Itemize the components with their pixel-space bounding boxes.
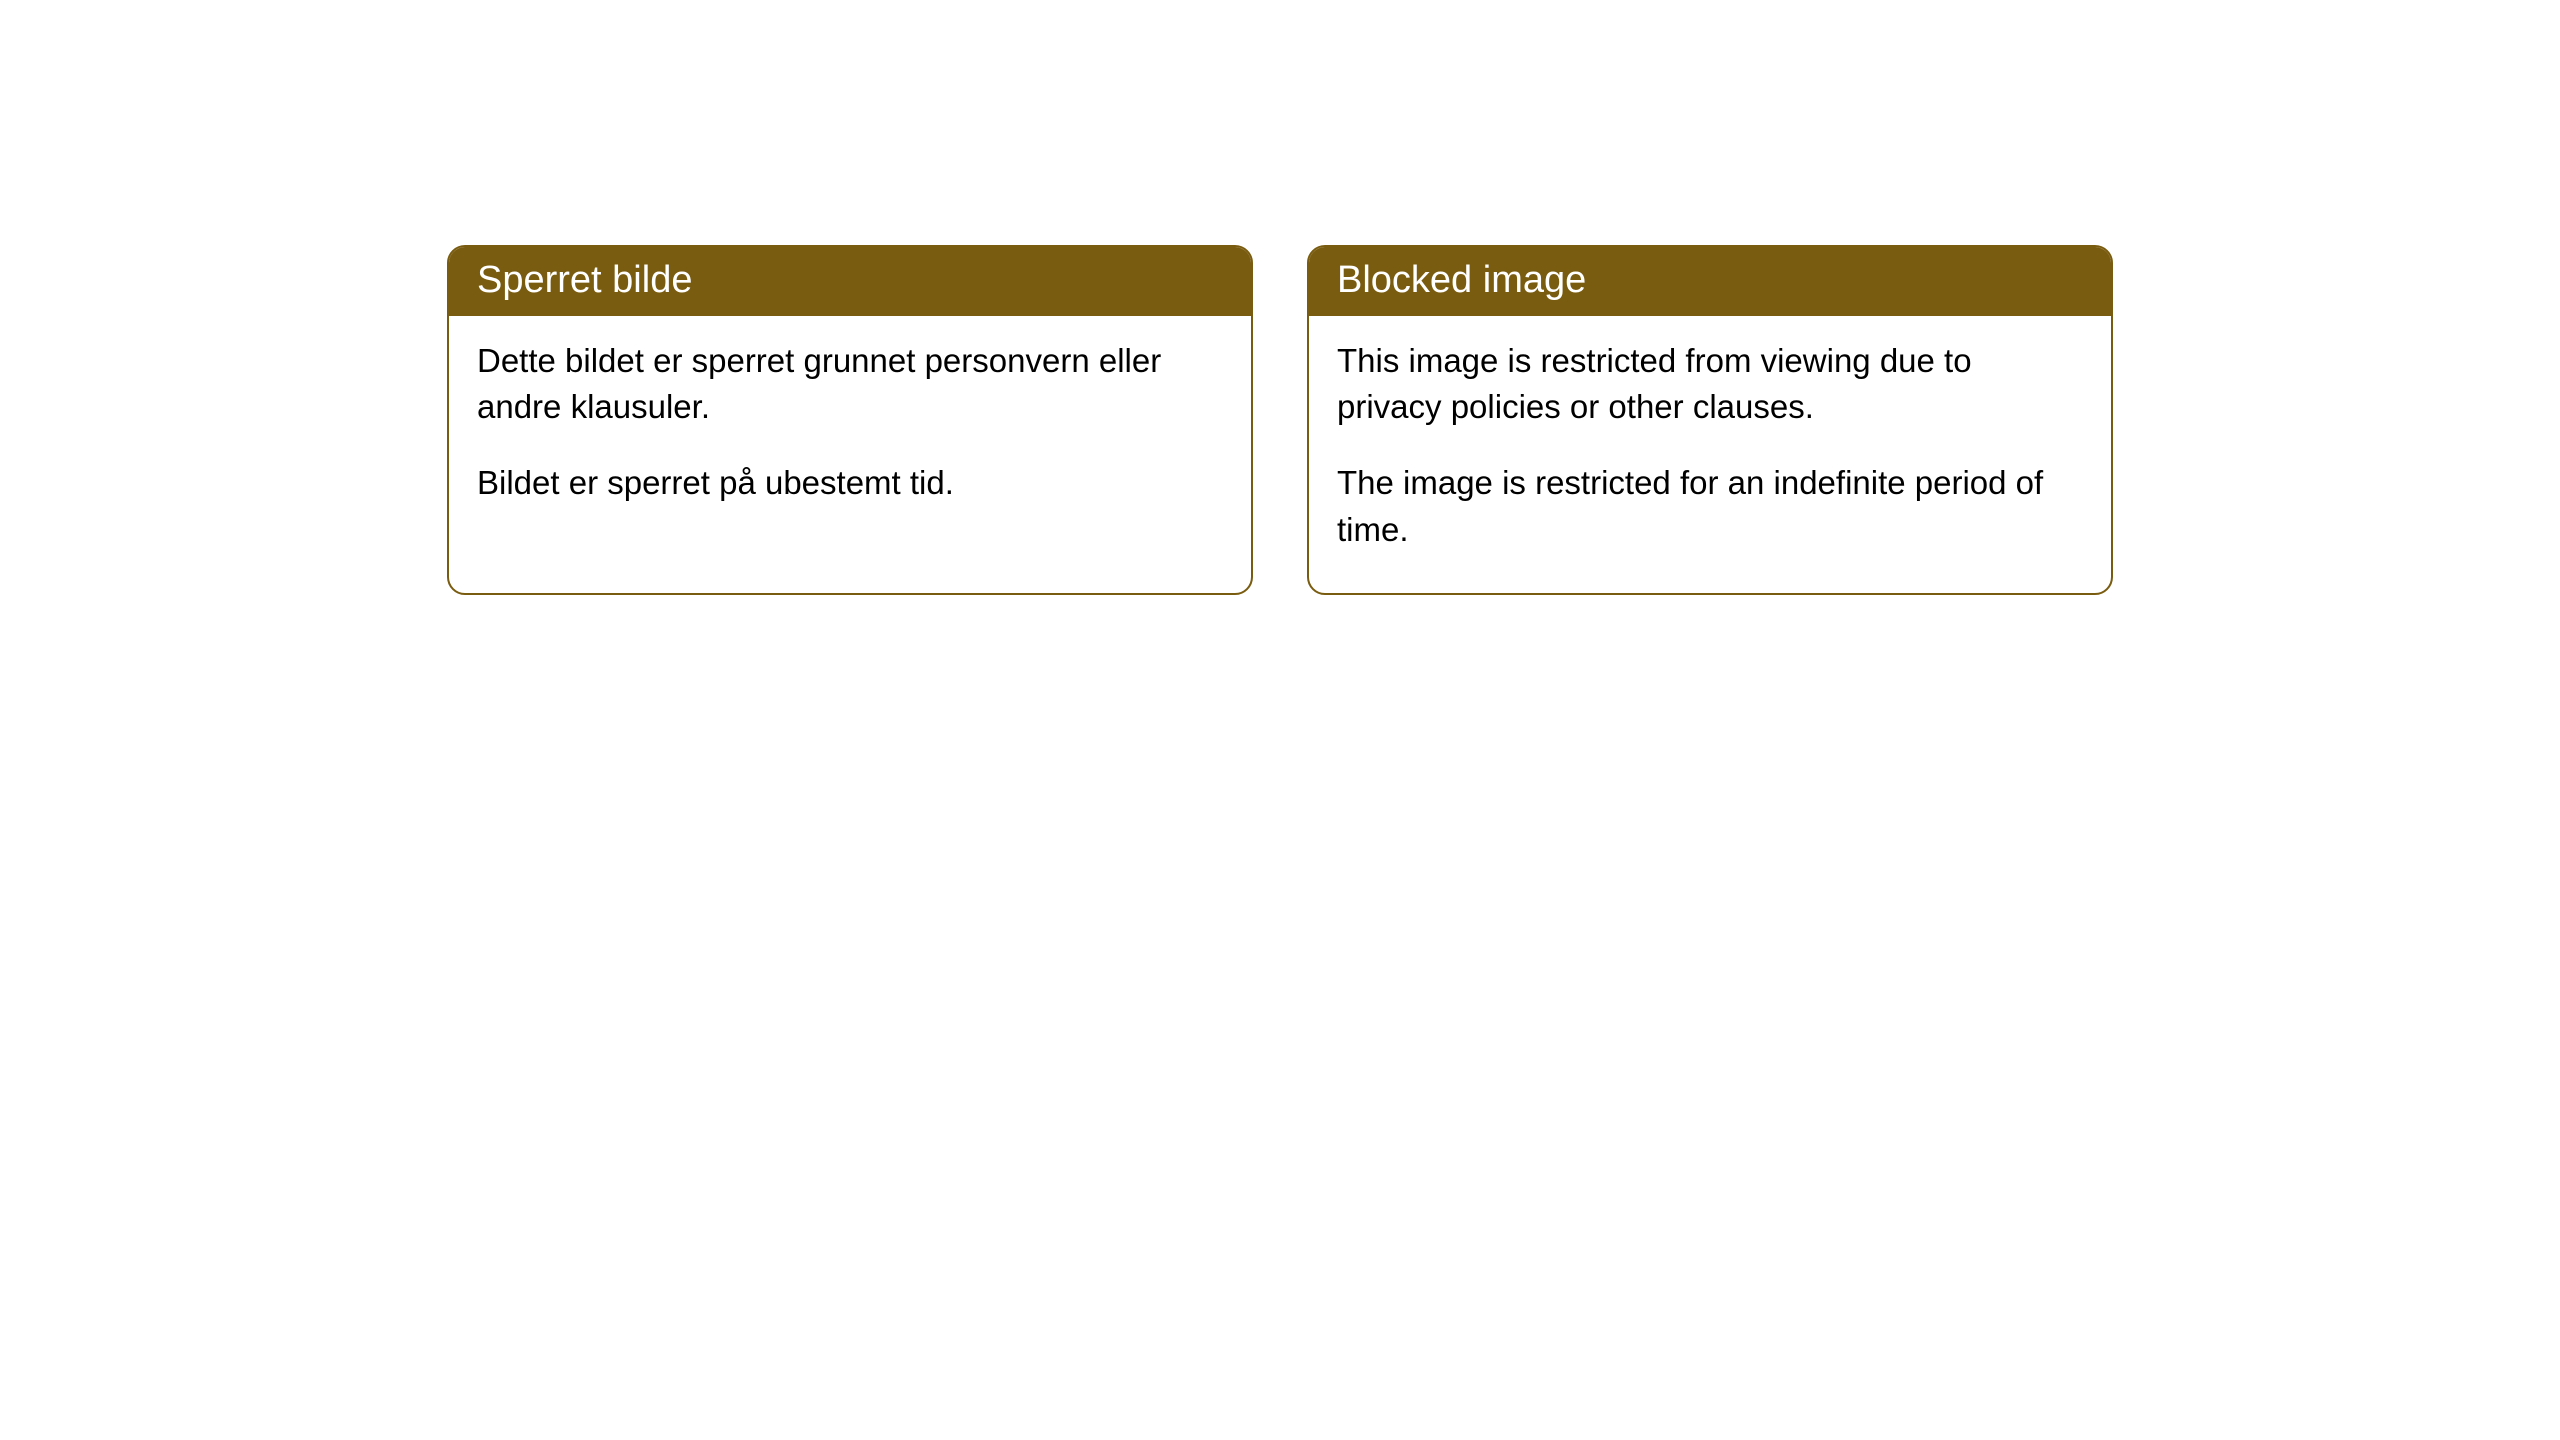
card-paragraph-2: The image is restricted for an indefinit… — [1337, 460, 2083, 552]
blocked-image-card-norwegian: Sperret bilde Dette bildet er sperret gr… — [447, 245, 1253, 595]
blocked-image-card-english: Blocked image This image is restricted f… — [1307, 245, 2113, 595]
card-paragraph-1: This image is restricted from viewing du… — [1337, 338, 2083, 430]
card-header: Blocked image — [1309, 247, 2111, 316]
card-paragraph-1: Dette bildet er sperret grunnet personve… — [477, 338, 1223, 430]
card-body: This image is restricted from viewing du… — [1309, 316, 2111, 593]
notice-cards-container: Sperret bilde Dette bildet er sperret gr… — [447, 245, 2113, 595]
card-body: Dette bildet er sperret grunnet personve… — [449, 316, 1251, 547]
card-title: Sperret bilde — [477, 259, 692, 301]
card-paragraph-2: Bildet er sperret på ubestemt tid. — [477, 460, 1223, 506]
card-title: Blocked image — [1337, 259, 1586, 301]
card-header: Sperret bilde — [449, 247, 1251, 316]
